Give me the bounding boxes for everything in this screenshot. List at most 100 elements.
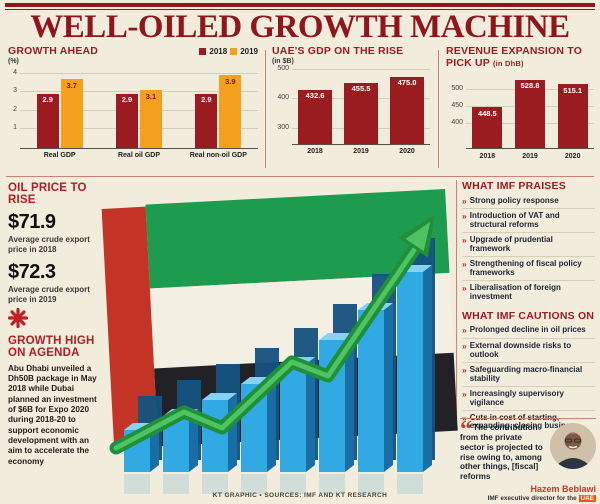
bar: 3.1 <box>139 90 162 148</box>
list-item-text: Upgrade of prudential framework <box>469 234 553 253</box>
role-highlight-badge: UAE <box>578 495 596 503</box>
bar: 2.9 <box>195 93 218 148</box>
bar-value-label: 432.6 <box>305 91 325 100</box>
divider <box>438 50 439 168</box>
list-item: » Introduction of VAT and structural refo… <box>462 208 595 232</box>
chart-title-text: REVENUE EXPANSION TO PICK UP <box>446 45 583 69</box>
chart-legend: 2018 2019 <box>199 47 258 56</box>
gridline: 2 <box>13 106 258 113</box>
category-label: Real oil GDP <box>117 152 160 160</box>
bar: 515.1 <box>557 84 588 149</box>
category-label: Real GDP <box>43 152 76 160</box>
list-item-text: Strong policy response <box>469 195 559 205</box>
gridline: 500 <box>277 65 430 72</box>
y-tick-label: 3 <box>13 87 17 95</box>
y-tick-label: 300 <box>277 123 289 131</box>
oil-price-section: OIL PRICE TO RISE $71.9 Average crude ex… <box>8 182 98 305</box>
bar-value-label: 475.0 <box>397 78 417 88</box>
chart-unit: (in $B) <box>272 57 294 65</box>
category-label: 2018 <box>479 152 496 160</box>
list-item: » Strengthening of fiscal policy framewor… <box>462 256 595 280</box>
bar-group: 528.8 2019 <box>509 74 552 160</box>
revenue-panel: REVENUE EXPANSION TO PICK UP (in DhB) 40… <box>446 45 594 172</box>
legend-swatch-2018 <box>199 48 207 55</box>
bar: 432.6 <box>298 89 332 144</box>
bar-value-label: 455.5 <box>351 84 371 94</box>
bar-group: 515.1 2020 <box>551 74 594 160</box>
author-photo <box>550 423 596 469</box>
gridline: 1 <box>13 124 258 131</box>
list-item: » Cuts in cost of starting, expanding, cl… <box>462 410 595 434</box>
y-tick-label: 4 <box>13 68 17 76</box>
bar-value-label: 515.1 <box>563 85 583 95</box>
growth-arrow-icon <box>109 215 435 455</box>
bar-group: 2.9 3.7 Real GDP <box>20 74 99 159</box>
list-item: » Liberalisation of foreign investment <box>462 280 595 304</box>
header: WELL-OILED GROWTH MACHINE <box>0 0 600 45</box>
oil-price-2018-value: $71.9 <box>8 210 56 233</box>
bar-value-label: 2.9 <box>42 95 53 105</box>
gridline: 3 <box>13 87 258 94</box>
revenue-bar-plot: 400 450 500 448.5 2018 528.8 2019 515.1 2020 <box>446 74 594 162</box>
list-item-text: Increasingly supervisory vigilance <box>469 388 564 407</box>
chevron-icon: » <box>462 210 467 221</box>
chevron-icon: » <box>462 195 467 206</box>
y-tick-label: 400 <box>277 94 289 102</box>
chevron-icon: » <box>462 340 467 351</box>
list-item: » External downside risks to outlook <box>462 338 595 362</box>
divider <box>456 180 457 416</box>
growth-agenda-section: GROWTH HIGH ON AGENDA Abu Dhabi unveiled… <box>7 307 98 467</box>
legend-swatch-2019 <box>230 48 238 55</box>
oil-price-2019-value: $72.3 <box>8 261 56 284</box>
quote-section: “The contribution from the private secto… <box>460 418 596 503</box>
category-label: 2019 <box>353 148 369 156</box>
growth-agenda-title: GROWTH HIGH ON AGENDA <box>8 335 95 360</box>
category-label: 2019 <box>522 152 538 160</box>
bar-group: 432.6 2018 <box>292 70 338 155</box>
y-tick-label: 450 <box>451 101 463 109</box>
role-text: IMF executive director for the <box>487 495 577 503</box>
quote-author: Hazem Beblawi <box>530 484 596 495</box>
page-title: WELL-OILED GROWTH MACHINE <box>30 9 570 45</box>
bar: 455.5 <box>344 82 378 144</box>
asterisk-icon <box>7 307 29 329</box>
list-item-text: Cuts in cost of starting, expanding, clo… <box>469 412 580 431</box>
chart-unit: (in DhB) <box>492 58 524 68</box>
oil-price-2019-caption: Average crude export price in 2019 <box>8 285 90 305</box>
list-item: » Strong policy response <box>462 194 595 208</box>
chevron-icon: » <box>462 325 467 336</box>
oil-price-title: OIL PRICE TO RISE <box>8 182 87 207</box>
bar: 2.9 <box>115 93 138 148</box>
bar: 3.9 <box>219 75 242 148</box>
oil-price-2018-caption: Average crude export price in 2018 <box>8 234 90 254</box>
bar: 528.8 <box>515 79 545 149</box>
list-item: » Prolonged decline in oil prices <box>462 324 595 338</box>
bar-value-label: 3.7 <box>66 80 77 90</box>
chevron-icon: » <box>462 258 467 269</box>
bar-value-label: 448.5 <box>477 108 497 118</box>
list-item-text: Liberalisation of foreign investment <box>469 282 561 301</box>
bar: 475.0 <box>390 76 424 144</box>
imf-praises-list: » Strong policy response» Introduction of … <box>462 194 595 304</box>
chevron-icon: » <box>462 388 467 399</box>
bar: 448.5 <box>472 107 503 149</box>
bar-group: 475.0 2020 <box>384 70 430 155</box>
divider <box>265 50 266 168</box>
category-label: 2020 <box>564 152 581 160</box>
y-tick-label: 400 <box>451 119 463 127</box>
bar-value-label: 2.9 <box>121 95 133 105</box>
bar-value-label: 3.1 <box>145 91 157 101</box>
bar: 2.9 <box>36 93 59 148</box>
bar-group: 2.9 3.9 Real non-oil GDP <box>179 74 258 159</box>
growth-illustration <box>101 188 458 494</box>
growth-ahead-panel: GROWTH AHEAD (%) 2018 2019 1 2 3 4 2.9 3.7 Rea… <box>8 45 258 172</box>
list-item-text: Prolonged decline in oil prices <box>469 325 586 335</box>
growth-ahead-bar-plot: 1 2 3 4 2.9 3.7 Real GDP 2.9 3.1 Real oil GDP 2.9 3… <box>8 69 258 162</box>
bar-reflections <box>124 474 423 494</box>
chevron-icon: » <box>462 282 467 293</box>
category-label: 2018 <box>307 148 323 156</box>
top-rule-thin <box>5 9 595 10</box>
y-tick-label: 2 <box>13 105 17 113</box>
list-item-text: External downside risks to outlook <box>469 340 572 359</box>
